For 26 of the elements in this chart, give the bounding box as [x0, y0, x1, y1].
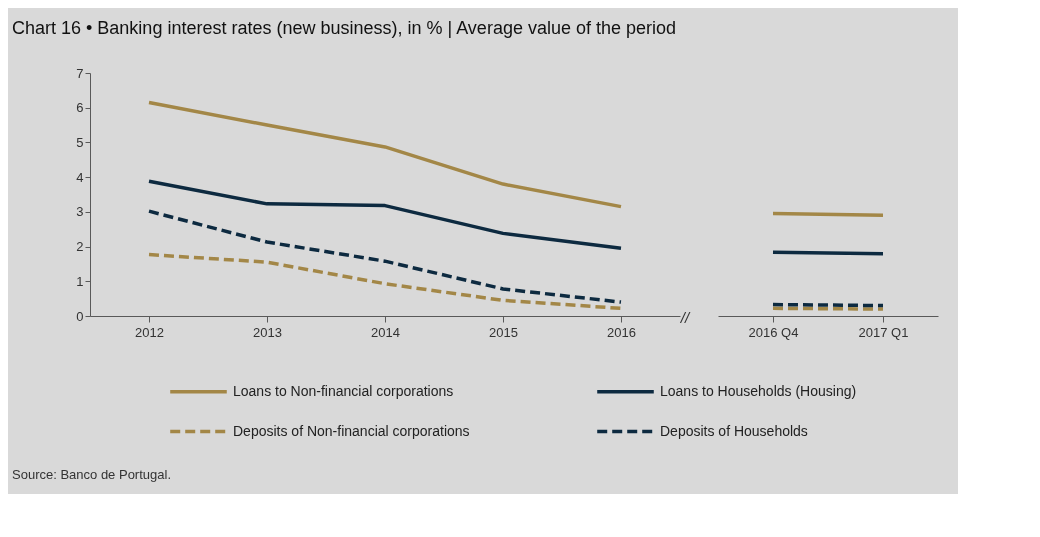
text: //	[679, 309, 691, 326]
legend-label: Deposits of Households	[660, 422, 808, 439]
source-note: Source: Banco de Portugal.	[12, 467, 171, 482]
y-tick-label: 6	[76, 100, 84, 116]
line-series	[147, 179, 623, 251]
legend-label: Loans to Non-financial corporations	[233, 382, 454, 399]
x-tick-label: 2013	[253, 324, 282, 340]
y-tick-label: 3	[76, 204, 84, 220]
legend-label: Loans to Households (Housing)	[660, 382, 857, 399]
x-tick-label: 2012	[135, 324, 164, 340]
legend-label: Deposits of Non-financial corporations	[233, 422, 470, 439]
line-series	[147, 100, 623, 209]
y-tick-label: 1	[76, 273, 84, 289]
x-tick-label: 2016	[607, 324, 636, 340]
y-tick-label: 0	[76, 308, 84, 324]
x-tick-label: 2017 Q1	[858, 324, 909, 340]
line-series	[147, 252, 623, 311]
x-tick-label: 2015	[489, 324, 518, 340]
y-tick-label: 7	[76, 65, 84, 81]
chart-title: Chart 16 • Banking interest rates (new business), in % | Average value of the period	[12, 18, 677, 38]
y-tick-label: 5	[76, 134, 84, 150]
x-tick-label: 2016 Q4	[748, 324, 799, 340]
x-tick-label: 2014	[371, 324, 400, 340]
y-tick-label: 4	[76, 169, 84, 185]
line-series	[147, 209, 623, 304]
y-tick-label: 2	[76, 239, 84, 255]
